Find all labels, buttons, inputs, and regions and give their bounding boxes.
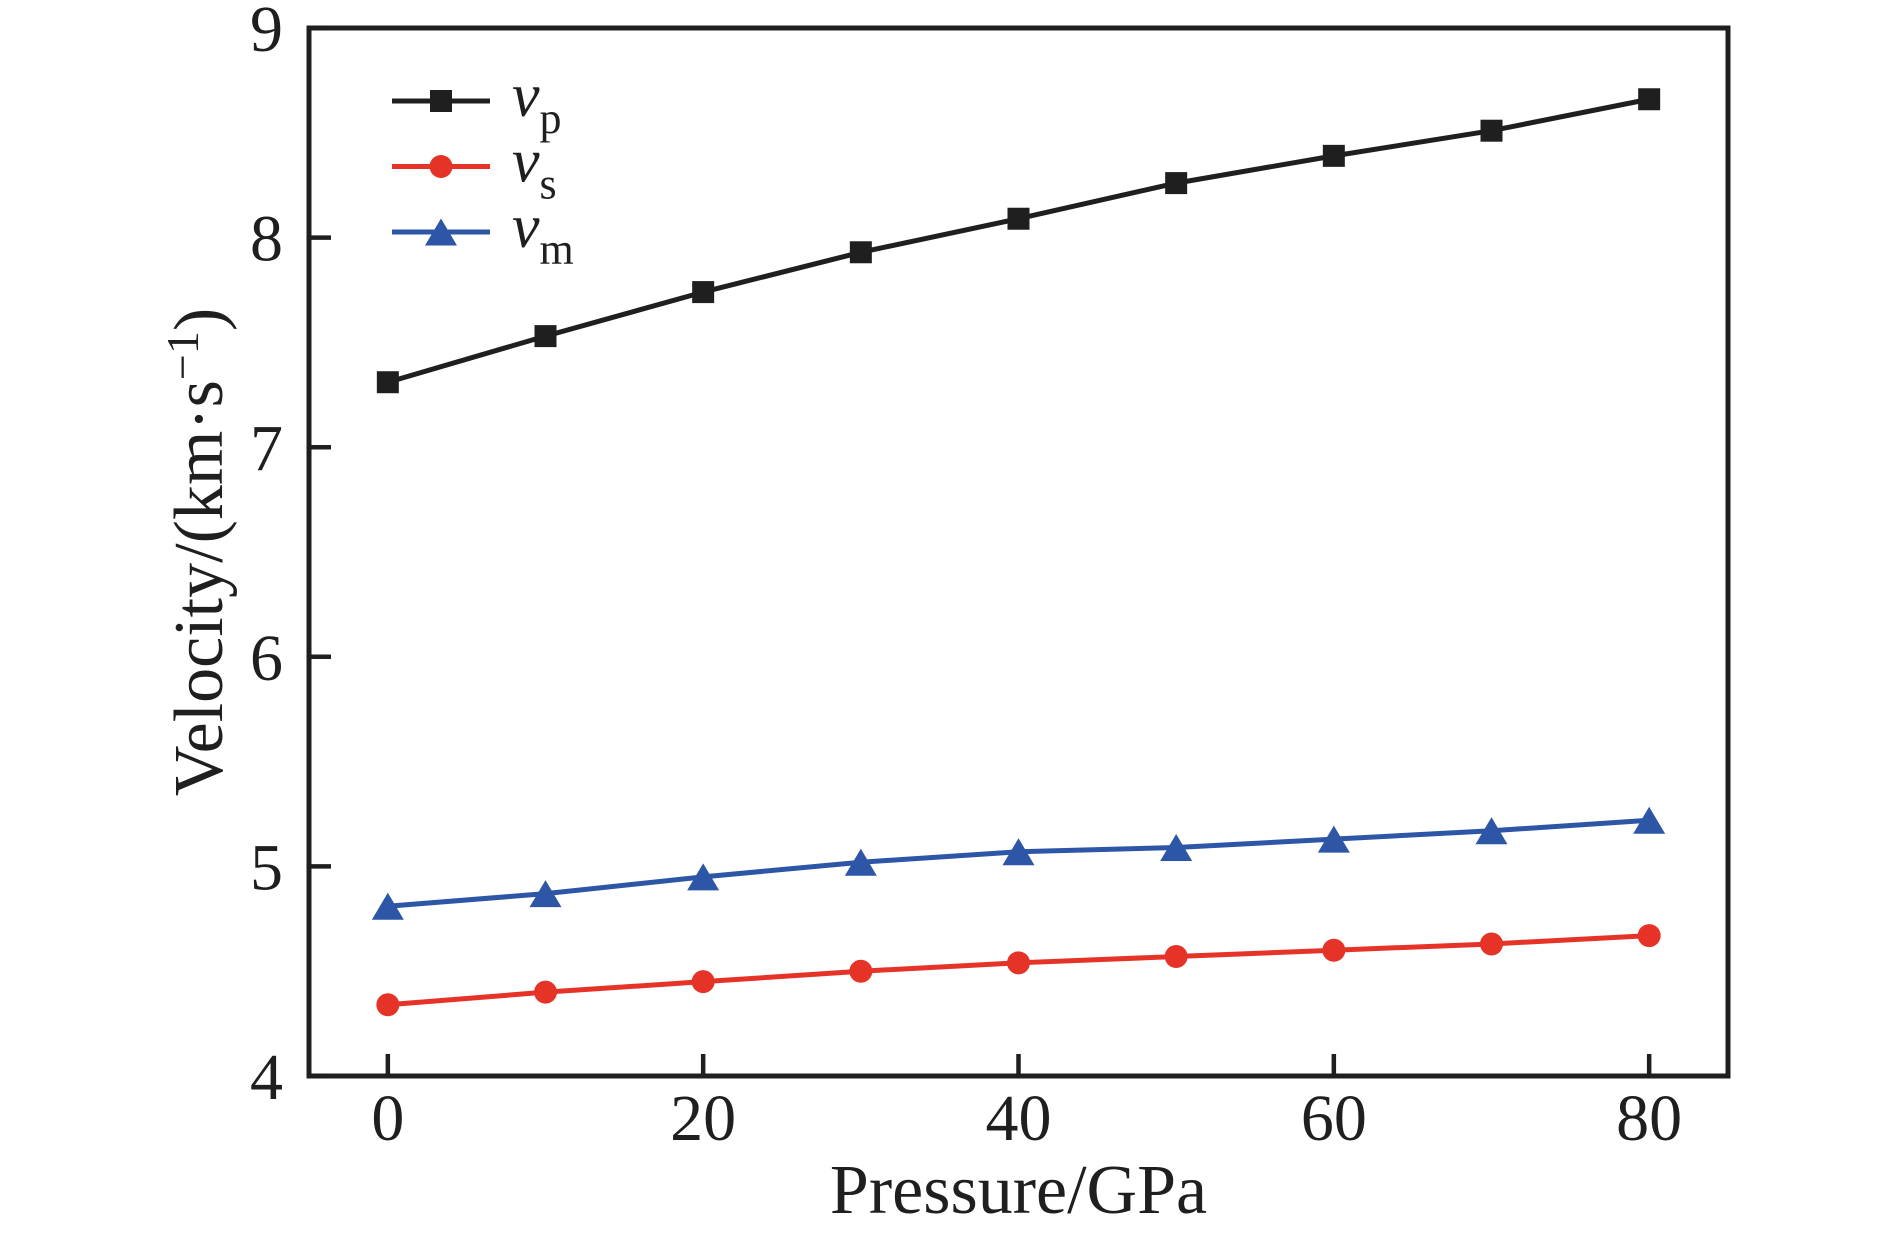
series-vs-marker — [1007, 951, 1030, 975]
legend-marker — [429, 155, 453, 178]
series-vm-marker — [1160, 834, 1193, 862]
series-vp-marker — [1322, 144, 1345, 167]
series-vm-marker — [1633, 806, 1666, 834]
series-vp — [376, 88, 1661, 394]
series-vm-marker — [1002, 838, 1035, 866]
y-tick-label: 5 — [250, 831, 283, 904]
x-tick-label: 0 — [371, 1082, 404, 1155]
x-tick-label: 40 — [986, 1082, 1052, 1155]
legend-label: vm — [512, 193, 574, 274]
series-vm-marker — [371, 892, 404, 920]
series-vs-marker — [1322, 938, 1346, 962]
series-vp-marker — [692, 281, 715, 304]
x-axis: 0 20 40 60 80 — [371, 1054, 1682, 1155]
y-axis-title: Velocity/(km·s−1) — [157, 308, 238, 796]
x-tick-label: 20 — [670, 1082, 736, 1155]
series-vm-marker — [529, 880, 562, 908]
legend-label: vs — [512, 128, 557, 209]
series-vs-marker — [1637, 924, 1661, 948]
y-axis: 4 5 6 7 8 9 — [250, 0, 331, 1114]
series-vs-marker — [691, 970, 715, 994]
legend-item-vm: vm — [392, 193, 574, 274]
series-vm-marker — [1317, 825, 1350, 853]
y-tick-label: 9 — [250, 0, 283, 66]
y-tick-label: 8 — [250, 203, 283, 276]
x-tick-label: 80 — [1616, 1082, 1682, 1155]
series-vs-marker — [849, 959, 873, 983]
x-axis-title: Pressure/GPa — [830, 1152, 1207, 1229]
y-tick-label: 4 — [250, 1041, 283, 1114]
series-vp-marker — [1007, 207, 1030, 230]
series-vp-marker — [534, 325, 557, 348]
series-vs-marker — [1480, 932, 1503, 956]
legend-marker — [430, 90, 452, 112]
series-vp-line — [385, 96, 1652, 385]
legend-label: vp — [512, 62, 562, 143]
x-tick-label: 60 — [1301, 1082, 1367, 1155]
series-vp-marker — [376, 371, 399, 394]
series-vs-marker — [376, 993, 400, 1017]
series-vm-marker — [687, 863, 720, 891]
y-tick-label: 6 — [250, 622, 283, 695]
series-vm-marker — [1475, 817, 1508, 845]
series-vs-marker — [1164, 945, 1188, 969]
series-vp-marker — [1638, 88, 1661, 111]
series-vp-marker — [1480, 119, 1503, 142]
series-vp-marker — [849, 241, 872, 264]
legend-marker — [425, 218, 457, 246]
series-vs-marker — [534, 980, 557, 1004]
series-vp-marker — [1165, 172, 1188, 195]
legend-item-vp: vp — [392, 62, 562, 143]
legend-item-vs: vs — [392, 128, 557, 209]
series-vm-marker — [844, 848, 877, 876]
y-tick-label: 7 — [250, 412, 283, 485]
series-vs — [376, 924, 1661, 1017]
series-vm — [371, 806, 1666, 920]
